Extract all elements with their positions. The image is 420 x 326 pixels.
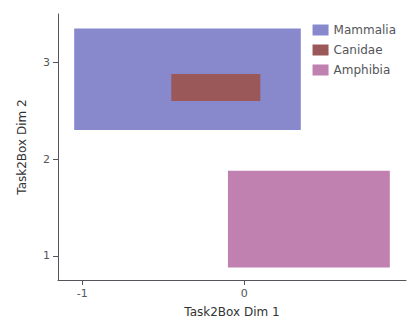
svg-text:Mammalia: Mammalia — [334, 23, 396, 37]
svg-text:Task2Box Dim 2: Task2Box Dim 2 — [15, 99, 29, 195]
svg-text:1: 1 — [43, 249, 50, 262]
svg-text:Task2Box Dim 1: Task2Box Dim 1 — [183, 305, 279, 319]
svg-text:Amphibia: Amphibia — [334, 63, 391, 77]
svg-text:2: 2 — [43, 153, 50, 166]
svg-text:Canidae: Canidae — [334, 43, 383, 57]
svg-text:0: 0 — [241, 287, 248, 300]
svg-text:3: 3 — [43, 56, 50, 69]
svg-text:-1: -1 — [77, 287, 88, 300]
